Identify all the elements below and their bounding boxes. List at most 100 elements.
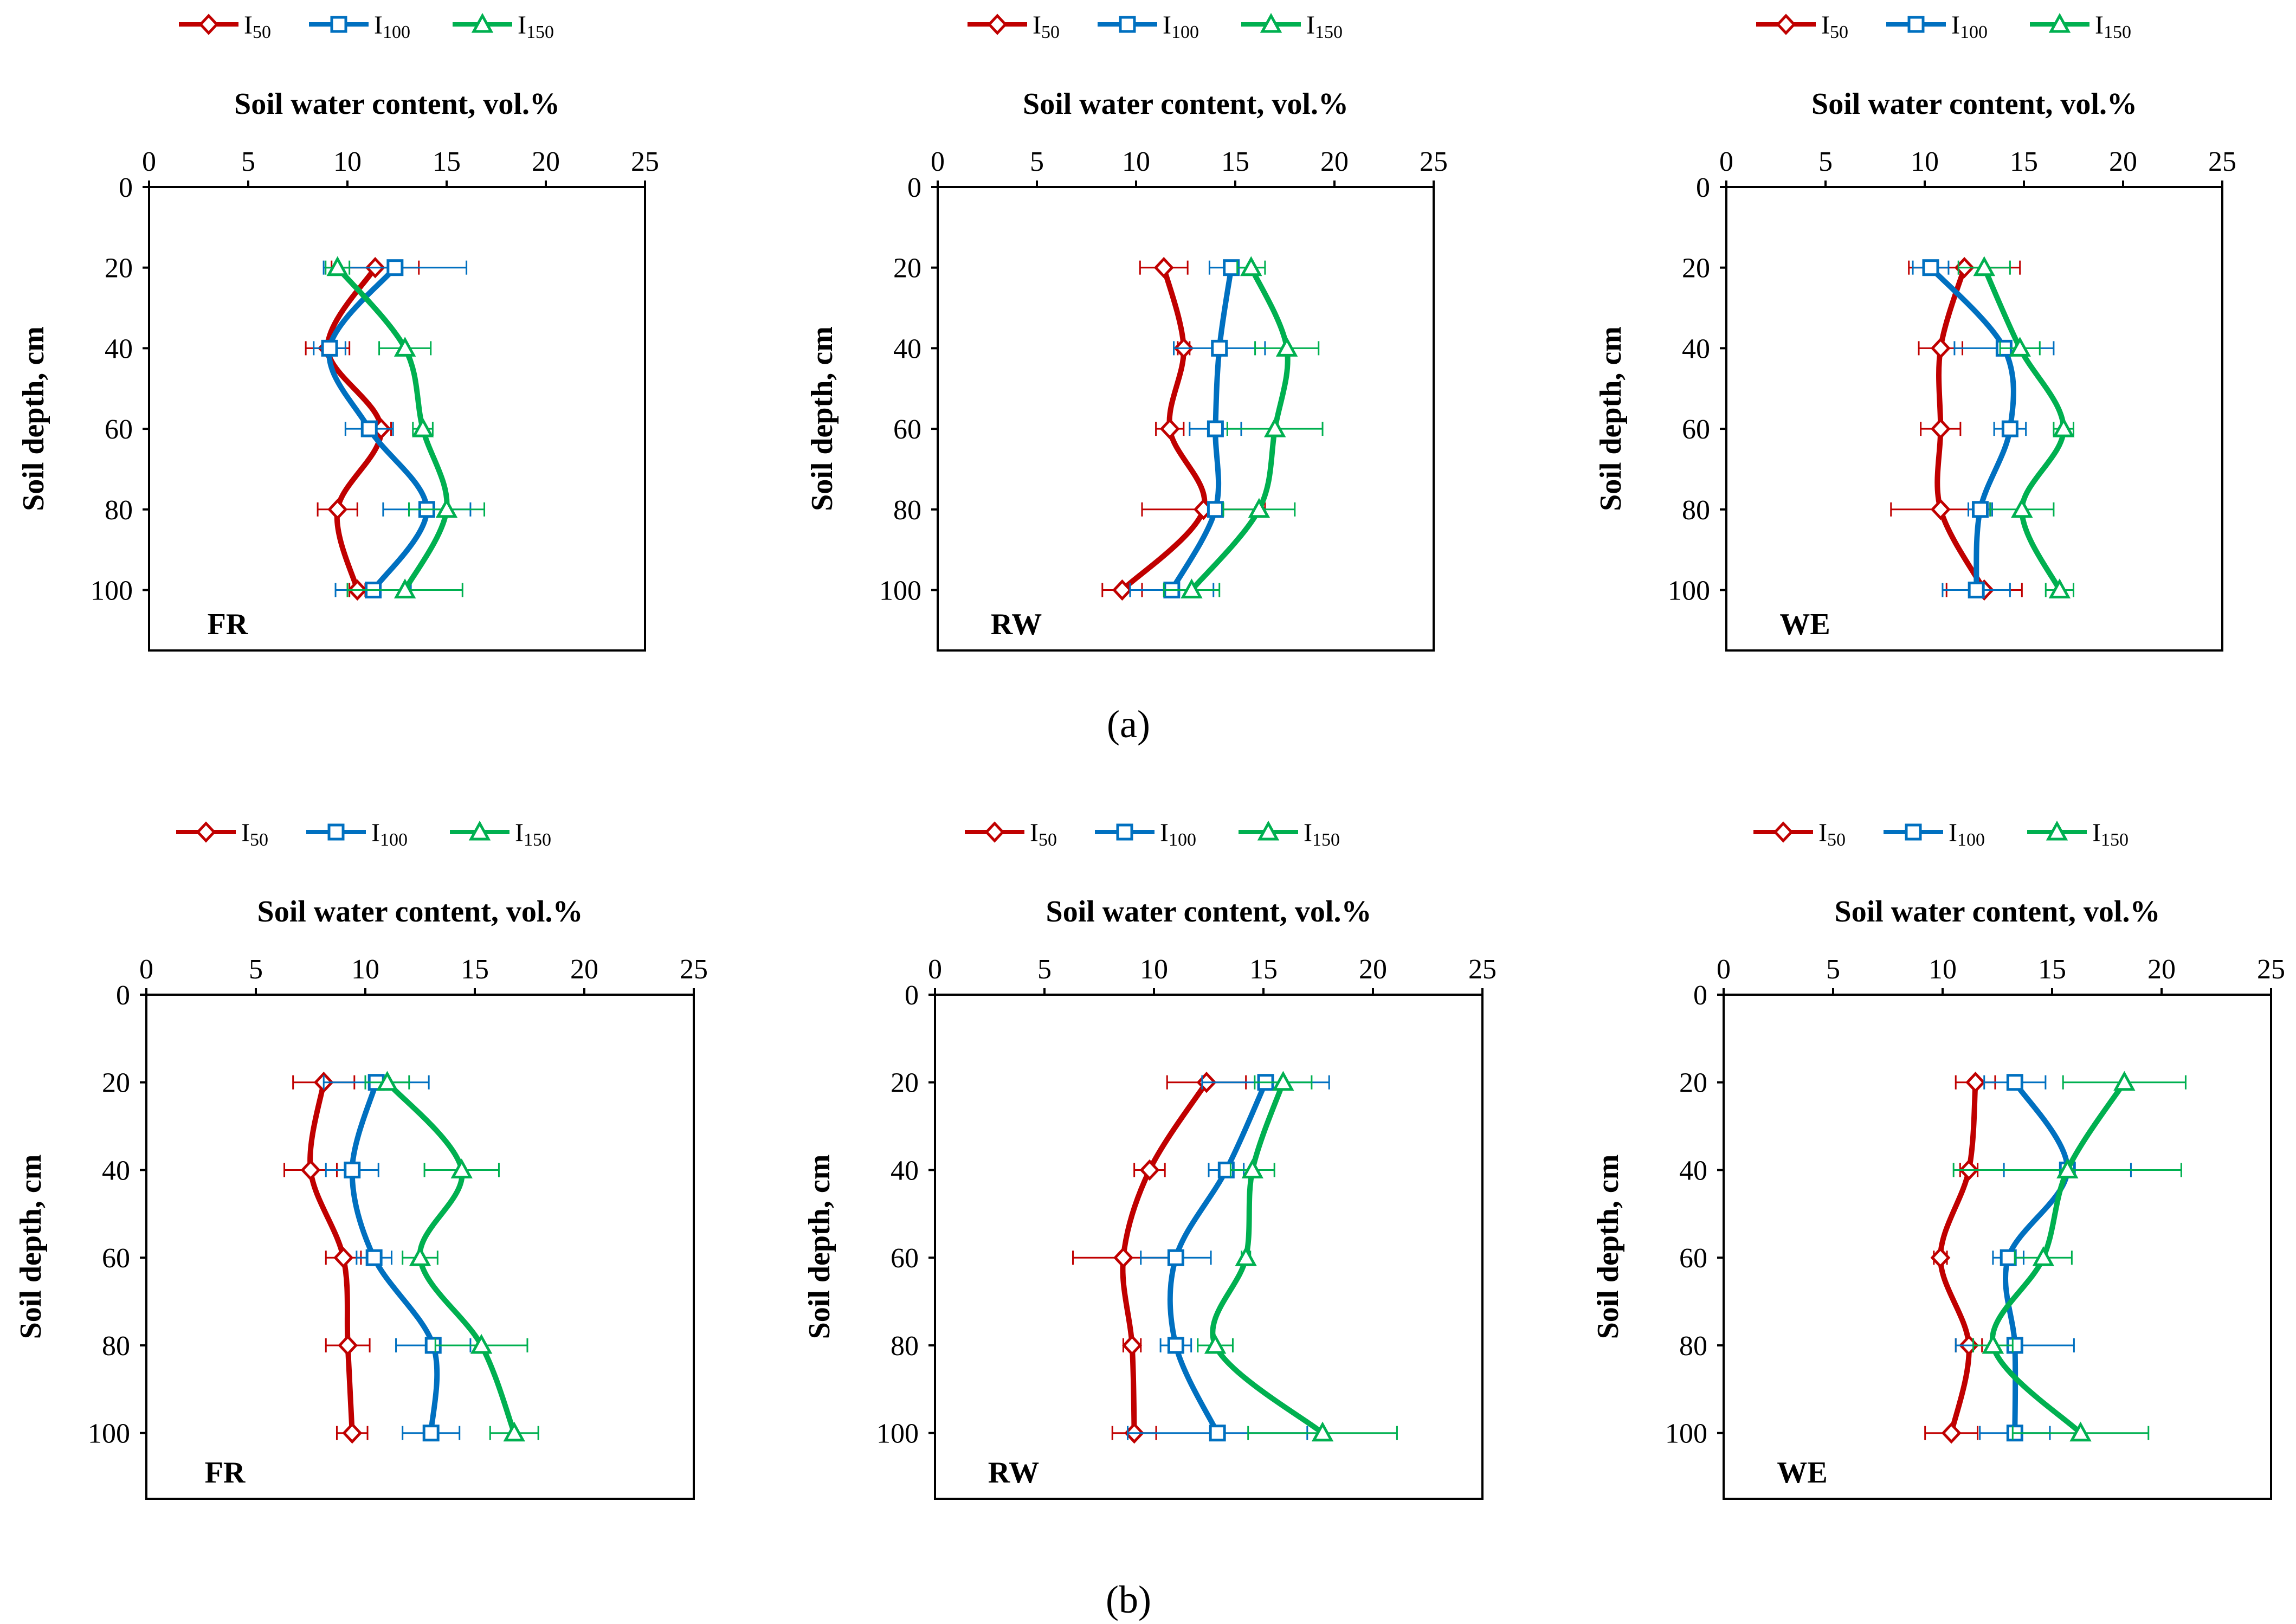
legend: I50 I100 I150 bbox=[965, 819, 1340, 850]
x-tick-label: 15 bbox=[2010, 146, 2038, 177]
square-marker bbox=[1207, 420, 1224, 437]
y-tick-label: 40 bbox=[891, 1155, 919, 1186]
chart-panel-b-we: 0 5 10 15 20 25 0 20 40 60 80 100 Soil water content… bbox=[1591, 819, 2285, 1500]
chart-panel-a-we: 0 5 10 15 20 25 0 20 40 60 80 100 Soil water content… bbox=[1594, 11, 2236, 652]
square-marker bbox=[321, 339, 338, 357]
x-tick-label: 25 bbox=[1468, 954, 1497, 985]
y-tick-label: 100 bbox=[876, 1419, 919, 1449]
series-i150 bbox=[1957, 256, 2075, 598]
triangle-marker bbox=[2032, 1246, 2055, 1266]
triangle-marker bbox=[1311, 1421, 1334, 1442]
x-tick-label: 5 bbox=[1826, 954, 1840, 985]
x-tick-label: 10 bbox=[1140, 954, 1168, 985]
diamond-marker bbox=[987, 14, 1008, 35]
panel-label: RW bbox=[988, 1456, 1039, 1490]
legend-subscript: 50 bbox=[1039, 830, 1057, 850]
series-i50 bbox=[1924, 1072, 1996, 1444]
diamond-marker bbox=[198, 14, 219, 35]
series-line bbox=[1210, 1079, 1326, 1436]
square-marker bbox=[1119, 16, 1136, 33]
diamond-marker bbox=[1122, 1335, 1143, 1356]
triangle-marker bbox=[1181, 578, 1203, 598]
diamond-marker bbox=[1773, 821, 1794, 843]
legend-entry-i100: I100 bbox=[374, 11, 410, 42]
plot-frame bbox=[145, 994, 695, 1500]
square-marker bbox=[1167, 1249, 1184, 1266]
legend-entry-i150: I150 bbox=[518, 11, 554, 42]
series-i150 bbox=[364, 1071, 539, 1442]
y-tick-label: 40 bbox=[105, 333, 133, 364]
y-tick-label: 0 bbox=[905, 980, 919, 1011]
legend: I50 I100 I150 bbox=[179, 11, 554, 42]
series-i150 bbox=[325, 256, 486, 598]
diamond-marker bbox=[1159, 418, 1180, 440]
y-axis-title: Soil depth, cm bbox=[17, 326, 50, 511]
legend-entry-i150: I150 bbox=[2092, 819, 2129, 850]
y-axis-title: Soil depth, cm bbox=[803, 1155, 836, 1339]
diamond-marker bbox=[1139, 1159, 1160, 1181]
legend-subscript: 50 bbox=[250, 830, 268, 850]
chart-panel-a-fr: 0 5 10 15 20 25 0 20 40 60 80 100 Soil water content… bbox=[17, 11, 659, 652]
x-tick-label: 0 bbox=[1719, 146, 1733, 177]
triangle-marker bbox=[1240, 256, 1262, 276]
diamond-marker bbox=[1113, 1247, 1133, 1268]
plot-frame bbox=[937, 186, 1435, 652]
series-i100 bbox=[313, 259, 472, 598]
legend-entry-i50: I50 bbox=[1821, 11, 1848, 42]
legend-entry-i50: I50 bbox=[1033, 11, 1060, 42]
y-tick-label: 100 bbox=[1668, 575, 1710, 606]
x-axis-title: Soil water content, vol.% bbox=[257, 895, 583, 929]
legend-entry-i100: I100 bbox=[1949, 819, 1985, 850]
triangle-marker bbox=[394, 578, 416, 598]
legend-subscript: 50 bbox=[1041, 22, 1060, 42]
legend-subscript: 100 bbox=[1957, 830, 1985, 850]
legend-entry-i50: I50 bbox=[1818, 819, 1846, 850]
y-tick-label: 60 bbox=[893, 414, 921, 445]
plot-frame bbox=[1723, 994, 2272, 1500]
x-tick-label: 0 bbox=[1717, 954, 1731, 985]
x-tick-label: 20 bbox=[1359, 954, 1387, 985]
triangle-marker bbox=[376, 1071, 398, 1091]
x-tick-label: 10 bbox=[351, 954, 379, 985]
triangle-marker bbox=[1257, 820, 1280, 841]
y-tick-label: 60 bbox=[891, 1243, 919, 1274]
legend: I50 I100 I150 bbox=[968, 11, 1343, 42]
triangle-marker bbox=[1275, 337, 1298, 357]
square-marker bbox=[2001, 420, 2018, 437]
plot-frame bbox=[1725, 186, 2223, 652]
triangle-marker bbox=[1263, 417, 1286, 437]
diamond-marker bbox=[196, 821, 216, 843]
triangle-marker bbox=[468, 820, 491, 841]
y-tick-label: 60 bbox=[102, 1243, 130, 1274]
legend-entry-i150: I150 bbox=[515, 819, 551, 850]
panel-label: RW bbox=[991, 608, 1042, 641]
x-tick-label: 20 bbox=[570, 954, 598, 985]
x-tick-label: 15 bbox=[461, 954, 489, 985]
square-marker bbox=[360, 420, 378, 437]
diamond-marker bbox=[333, 1247, 354, 1268]
triangle-marker bbox=[1982, 1333, 2004, 1354]
x-tick-label: 5 bbox=[1037, 954, 1052, 985]
triangle-marker bbox=[435, 498, 458, 518]
y-tick-label: 80 bbox=[1679, 1331, 1707, 1362]
x-tick-label: 10 bbox=[1122, 146, 1150, 177]
y-tick-label: 20 bbox=[105, 253, 133, 284]
legend-subscript: 100 bbox=[380, 830, 408, 850]
diamond-marker bbox=[1930, 499, 1951, 520]
series-i150 bbox=[1952, 1071, 2187, 1442]
diamond-marker bbox=[984, 821, 1005, 843]
y-tick-label: 0 bbox=[907, 172, 921, 203]
chart-panel-b-rw: 0 5 10 15 20 25 0 20 40 60 80 100 Soil water content… bbox=[803, 819, 1497, 1500]
square-marker bbox=[1968, 581, 1985, 598]
y-tick-label: 20 bbox=[893, 253, 921, 284]
diamond-marker bbox=[327, 499, 348, 520]
diamond-marker bbox=[1930, 418, 1951, 440]
y-tick-label: 60 bbox=[1679, 1243, 1707, 1274]
legend-entry-i100: I100 bbox=[371, 819, 408, 850]
triangle-marker bbox=[326, 256, 349, 276]
y-tick-label: 20 bbox=[1679, 1068, 1707, 1099]
legend-subscript: 100 bbox=[1960, 22, 1988, 42]
square-marker bbox=[1223, 259, 1240, 276]
legend-subscript: 100 bbox=[1171, 22, 1199, 42]
